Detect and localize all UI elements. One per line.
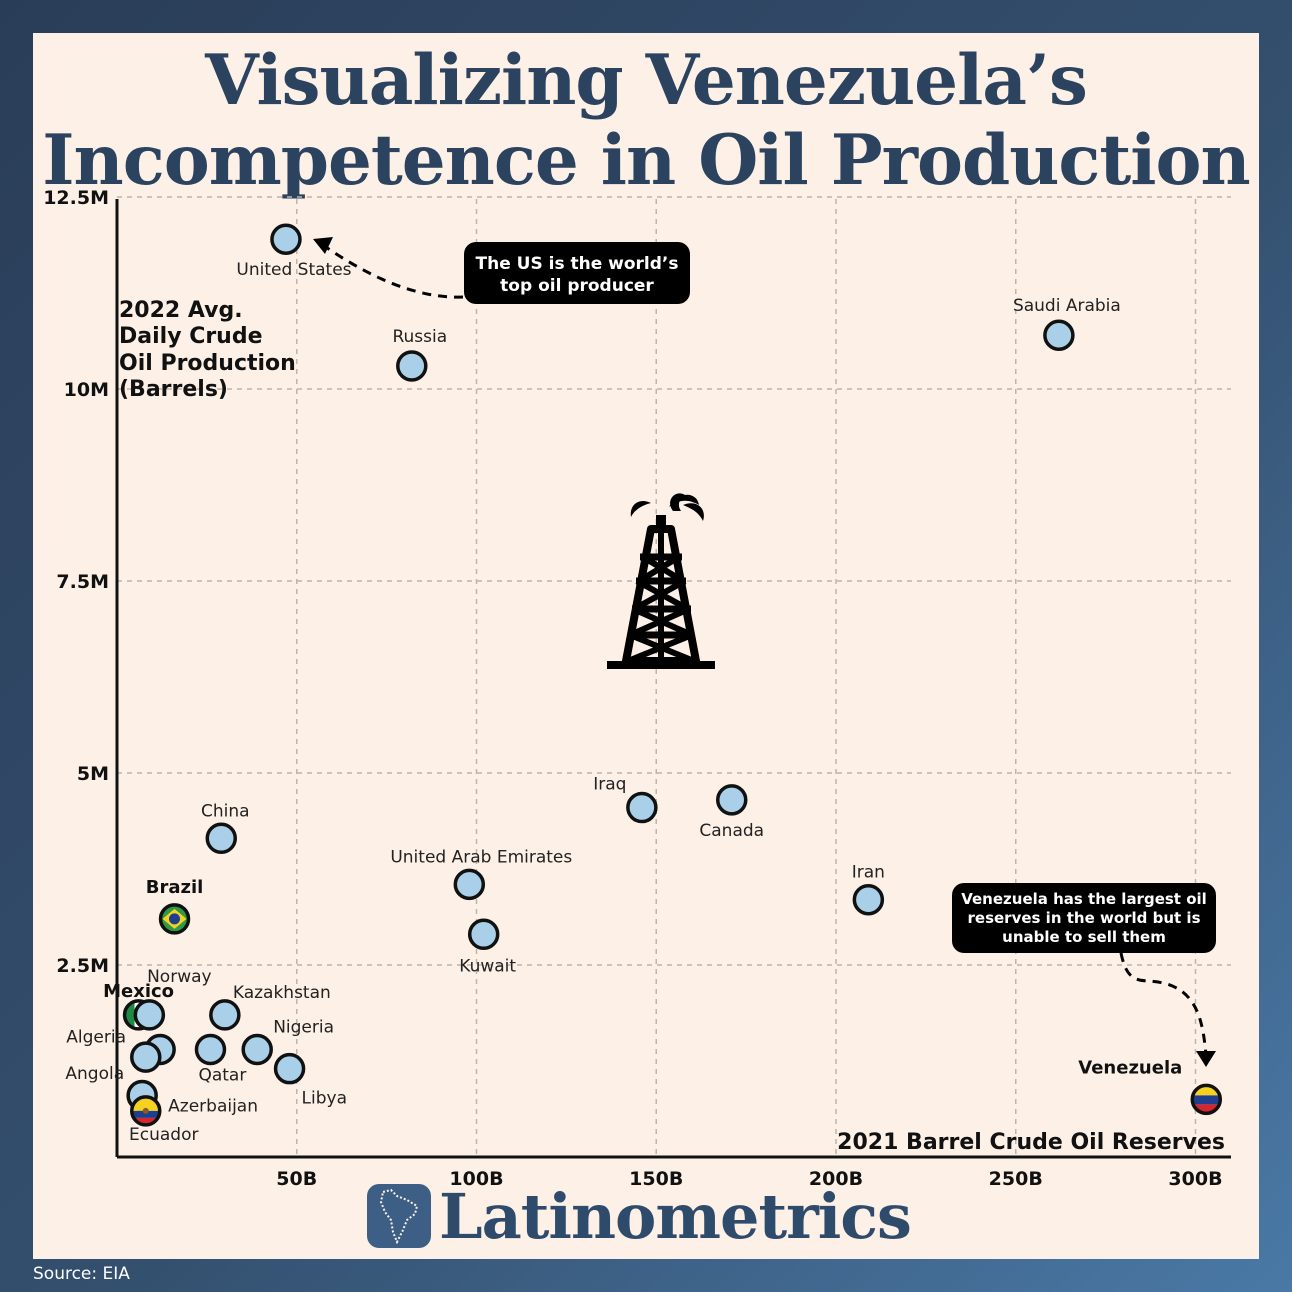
point-kuwait [467, 918, 500, 951]
y-tick-label-2: 7.5M [56, 571, 109, 593]
brand-logo: Latinometrics [367, 1179, 912, 1253]
point-ecuador [130, 1095, 162, 1127]
point-russia [396, 350, 428, 382]
point-qatar [194, 1033, 227, 1066]
label-libya: Libya [302, 1089, 347, 1109]
point-united-states [270, 223, 302, 255]
ecuador-flag-icon [132, 1097, 159, 1124]
point-labels: United States Russia Saudi Arabia China Braz… [65, 260, 1182, 1145]
point-united-arab-emirates [453, 868, 486, 901]
label-algeria: Algeria [66, 1027, 126, 1047]
point-nigeria [241, 1033, 273, 1066]
scatter-chart: 2.5M 5M 7.5M 10M 12.5M 50B 100B 150B 200B 250B 300… [43, 187, 1231, 1190]
point-china [205, 822, 238, 855]
label-iran: Iran [852, 863, 885, 883]
label-angola: Angola [65, 1064, 124, 1084]
point-angola [130, 1041, 162, 1073]
y-tick-label-4: 12.5M [43, 187, 109, 209]
venezuela-flag-icon [1193, 1086, 1220, 1113]
source-note: Source: EIA [33, 1264, 130, 1284]
label-canada: Canada [699, 821, 764, 841]
point-iran [852, 883, 885, 916]
label-china: China [201, 801, 250, 821]
callout-venezuela-line-1: Venezuela has the largest oil [961, 890, 1207, 908]
x-tick-label-4: 250B [989, 1168, 1043, 1190]
point-libya [273, 1052, 306, 1085]
label-azerbaijan: Azerbaijan [168, 1097, 258, 1117]
poster-card: Visualizing Venezuela’s Incompetence in … [33, 33, 1259, 1259]
label-iraq: Iraq [593, 775, 626, 795]
callout-us-top-producer: The US is the world’s top oil producer [313, 237, 690, 304]
label-brazil: Brazil [146, 877, 204, 898]
callout-venezuela-line-3: unable to sell them [1002, 928, 1166, 946]
axes [115, 199, 1231, 1159]
callout-venezuela-reserves: Venezuela has the largest oil reserves i… [952, 883, 1216, 1067]
label-saudi-arabia: Saudi Arabia [1013, 296, 1121, 316]
x-tick-label-2: 150B [629, 1168, 683, 1190]
point-saudi-arabia [1043, 319, 1075, 351]
label-venezuela: Venezuela [1078, 1057, 1182, 1078]
point-venezuela [1190, 1083, 1223, 1116]
x-tick-label-0: 50B [276, 1168, 317, 1190]
y-axis-label-line-2: Daily Crude [119, 324, 263, 349]
point-iraq [626, 791, 658, 824]
tick-labels: 2.5M 5M 7.5M 10M 12.5M 50B 100B 150B 200B 250B 300… [43, 187, 1222, 1190]
label-united-arab-emirates: United Arab Emirates [390, 847, 572, 867]
label-qatar: Qatar [198, 1065, 246, 1085]
label-ecuador: Ecuador [129, 1125, 198, 1145]
point-canada [715, 784, 748, 816]
x-axis-label: 2021 Barrel Crude Oil Reserves [837, 1130, 1225, 1155]
label-norway: Norway [147, 967, 212, 987]
y-tick-label-0: 2.5M [56, 955, 109, 977]
label-united-states: United States [236, 260, 351, 280]
y-tick-label-1: 5M [77, 763, 109, 785]
label-nigeria: Nigeria [273, 1017, 334, 1037]
y-axis-label-line-4: (Barrels) [119, 377, 228, 402]
y-tick-label-3: 10M [64, 379, 109, 401]
brand-name: Latinometrics [439, 1179, 912, 1253]
title-line-1: Visualizing Venezuela’s [205, 40, 1088, 121]
callout-venezuela-line-2: reserves in the world but is [968, 909, 1201, 927]
data-points [122, 223, 1223, 1127]
x-tick-label-1: 100B [449, 1168, 503, 1190]
title-line-2: Incompetence in Oil Production [42, 120, 1250, 201]
label-russia: Russia [392, 327, 447, 347]
latin-america-map-icon [367, 1184, 431, 1248]
label-kazakhstan: Kazakhstan [233, 983, 331, 1003]
callout-us-line-2: top oil producer [500, 276, 654, 296]
x-tick-label-3: 200B [809, 1168, 863, 1190]
label-mexico: Mexico [103, 981, 174, 1002]
chart-title: Visualizing Venezuela’s Incompetence in … [33, 41, 1259, 201]
point-brazil [158, 903, 191, 935]
callout-us-line-1: The US is the world’s [476, 254, 679, 274]
point-norway [133, 999, 166, 1031]
y-axis-label-line-3: Oil Production [119, 351, 296, 376]
y-axis-label: 2022 Avg. Daily Crude Oil Production (Ba… [119, 298, 296, 402]
point-kazakhstan [209, 999, 241, 1031]
x-tick-label-5: 300B [1168, 1168, 1222, 1190]
label-kuwait: Kuwait [459, 956, 516, 976]
y-axis-label-line-1: 2022 Avg. [119, 298, 243, 323]
oil-derrick-icon [607, 493, 715, 669]
